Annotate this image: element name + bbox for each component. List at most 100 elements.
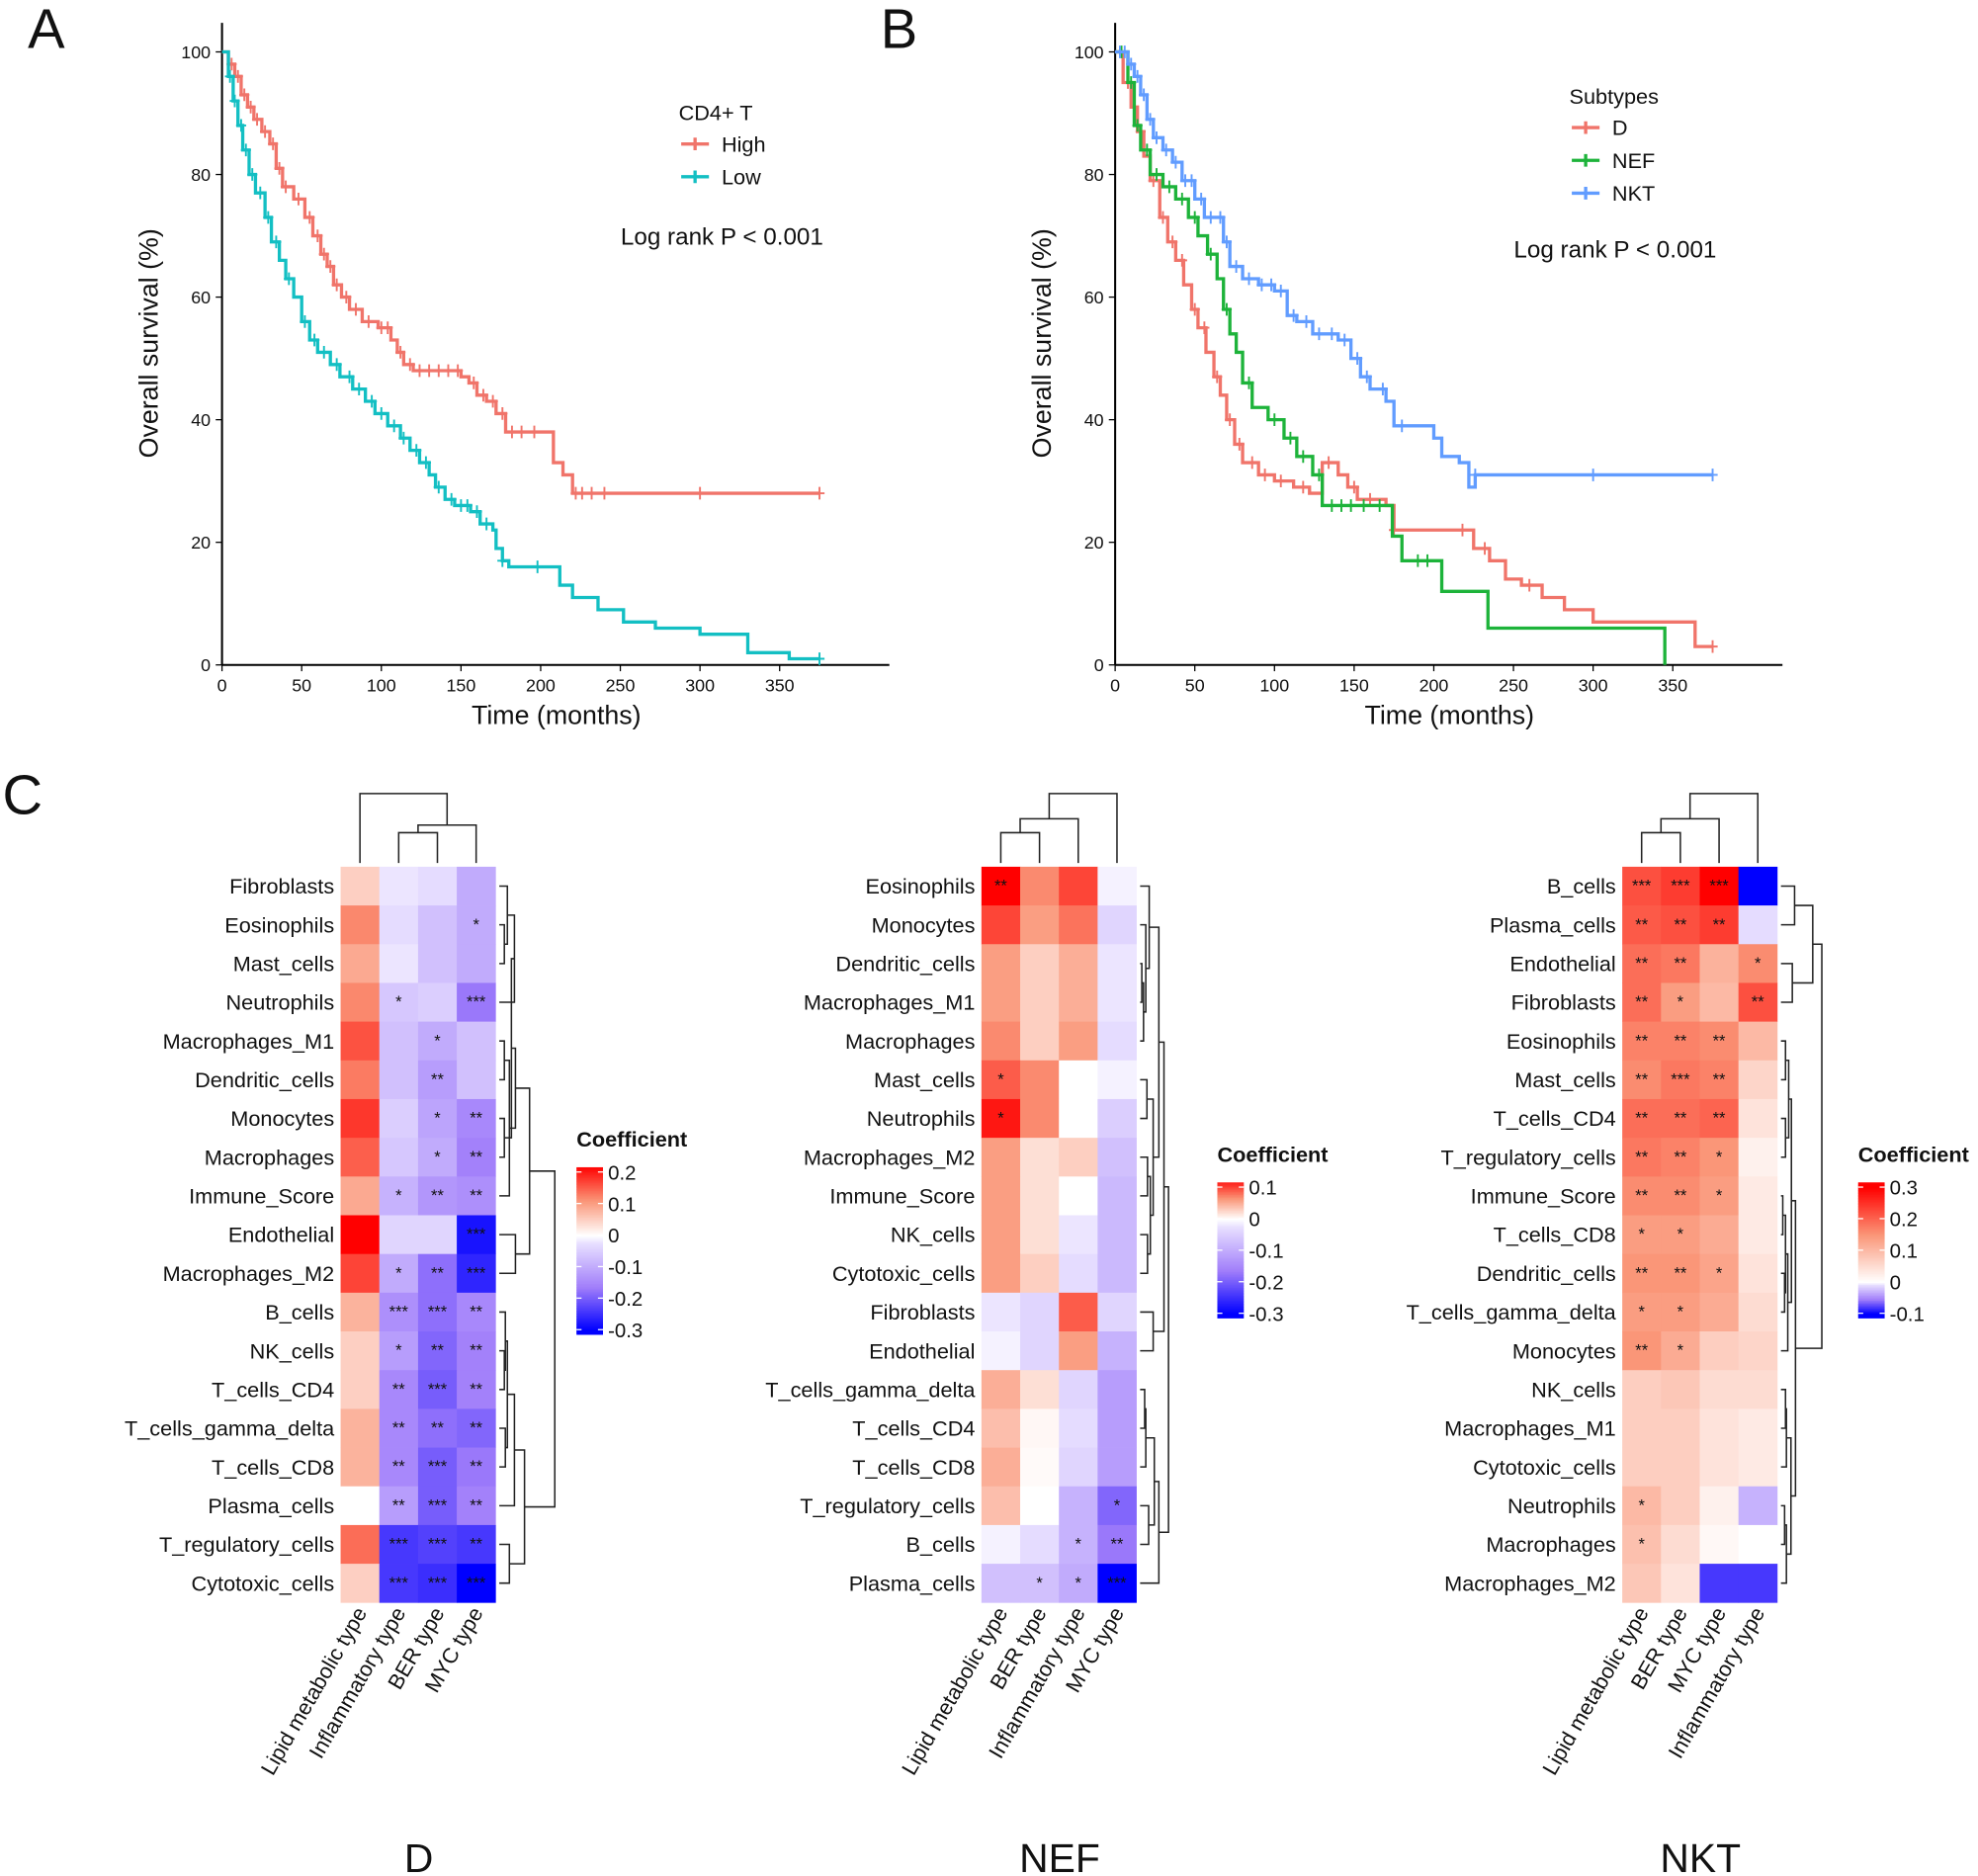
heatmap-cell [1622,1098,1662,1139]
legend-gradient-strip [576,1291,603,1295]
legend-gradient-strip [1857,1185,1885,1188]
heatmap-cell [340,1176,381,1216]
legend-gradient-strip [1857,1297,1885,1300]
legend-gradient-strip [1217,1183,1245,1186]
heatmap-cell [379,1176,419,1216]
row-dendrogram-branch [1149,926,1161,1158]
censor-mark [1298,450,1309,464]
legend-gradient-strip [576,1217,603,1221]
x-tick-label: 100 [367,676,396,696]
legend-gradient-strip [1857,1283,1885,1286]
heatmap-cell [1738,1292,1778,1332]
heatmap-cell [417,1215,458,1255]
significance-stars: ** [470,1148,482,1166]
heatmap-cell [1661,1021,1700,1062]
censor-mark [325,260,336,273]
heatmap-cell [1738,1253,1778,1294]
legend-gradient-strip [576,1307,603,1310]
heatmap-subtype-title: NKT [1660,1835,1741,1876]
x-tick-label: 350 [765,676,795,696]
y-tick-label: 100 [181,43,211,62]
heatmap-nkt: B_cells *** *** ***Plasma_cells ** ** **Endoth… [1407,793,1969,1876]
censor-mark [367,394,378,408]
censor-mark [1275,474,1286,488]
legend-gradient-strip [1857,1209,1885,1212]
heatmap-cell [1661,1408,1700,1448]
legend-gradient-strip [1217,1218,1245,1221]
legend-gradient-strip [576,1240,603,1243]
legend-gradient-strip [576,1327,603,1330]
survival-curve-nef [1115,49,1667,665]
legend-gradient-strip [1857,1265,1885,1268]
heatmap-cell [379,905,419,945]
row-dendrogram-branch [1140,1311,1155,1352]
row-label: Cytotoxic_cells [1473,1455,1616,1480]
censor-mark [1361,370,1372,384]
row-dendrogram-branch [499,885,509,946]
row-dendrogram-branch [1780,1524,1787,1584]
censor-mark [433,364,444,378]
heatmap-cell [1699,1098,1740,1139]
row-label: Fibroblasts [1511,990,1616,1015]
censor-mark [814,486,825,500]
censor-mark [1348,480,1359,494]
column-label: Lipid metabolic type [1537,1602,1653,1779]
legend-gradient-strip [576,1171,603,1174]
legend-gradient-strip [576,1266,603,1269]
row-label: Neutrophils [1507,1493,1616,1518]
legend-gradient-strip [1857,1230,1885,1233]
legend-gradient-strip [576,1279,603,1282]
legend-gradient-strip [576,1293,603,1296]
heatmap-cell [1699,982,1740,1022]
legend-gradient-strip [576,1213,603,1216]
row-label: T_regulatory_cells [159,1532,334,1557]
legend-gradient-strip [576,1247,603,1250]
row-label: Macrophages [1486,1532,1616,1557]
legend-gradient-strip [1857,1212,1885,1215]
heatmap-cell [379,1486,419,1526]
censor-mark [1126,57,1137,71]
heatmap-cell [379,982,419,1022]
heatmap-cell [379,1021,419,1062]
censor-mark [462,499,473,512]
legend-gradient-strip [1217,1264,1245,1267]
heatmap-cell [1020,1486,1060,1526]
legend-gradient-strip [576,1214,603,1217]
heatmap-cell [981,1215,1021,1255]
censor-mark [814,652,825,665]
censor-mark [599,486,610,500]
heatmap-cell [1097,1021,1137,1062]
legend-gradient-strip [1217,1230,1245,1233]
significance-stars: ** [392,1418,405,1437]
heatmap-cell [417,1447,458,1488]
censor-mark [1524,578,1535,592]
significance-stars: ** [1674,915,1686,934]
heatmap-cell [1059,1447,1098,1488]
row-label: Plasma_cells [1490,912,1616,937]
legend-gradient-strip [576,1272,603,1275]
x-axis-label: Time (months) [1364,701,1534,730]
significance-stars: * [1755,954,1762,973]
legend-tick-label: 0.1 [1890,1241,1918,1263]
heatmap-cell [1097,1098,1137,1139]
legend-gradient-strip [1857,1280,1885,1283]
legend-gradient-strip [576,1186,603,1189]
heatmap-cell [1622,866,1662,906]
column-dendrogram-branch [359,793,449,864]
column-dendrogram-branch [1048,793,1118,864]
row-label: NK_cells [1531,1377,1616,1402]
row-dendrogram-branch [509,1047,517,1130]
significance-stars: ** [1713,1031,1726,1050]
row-label: Macrophages_M1 [1444,1416,1616,1441]
heatmap-cell [457,905,496,945]
legend-gradient-strip [1217,1257,1245,1260]
legend-gradient-strip [576,1255,603,1258]
significance-stars: ** [1674,1263,1686,1282]
heatmap-cell [417,866,458,906]
legend-gradient-strip [576,1285,603,1288]
heatmap-cell [1699,1524,1740,1565]
censor-mark [1298,480,1309,494]
legend-gradient-strip [576,1326,603,1329]
heatmap-cell [1699,1370,1740,1409]
row-dendrogram-branch [1140,963,1143,1003]
